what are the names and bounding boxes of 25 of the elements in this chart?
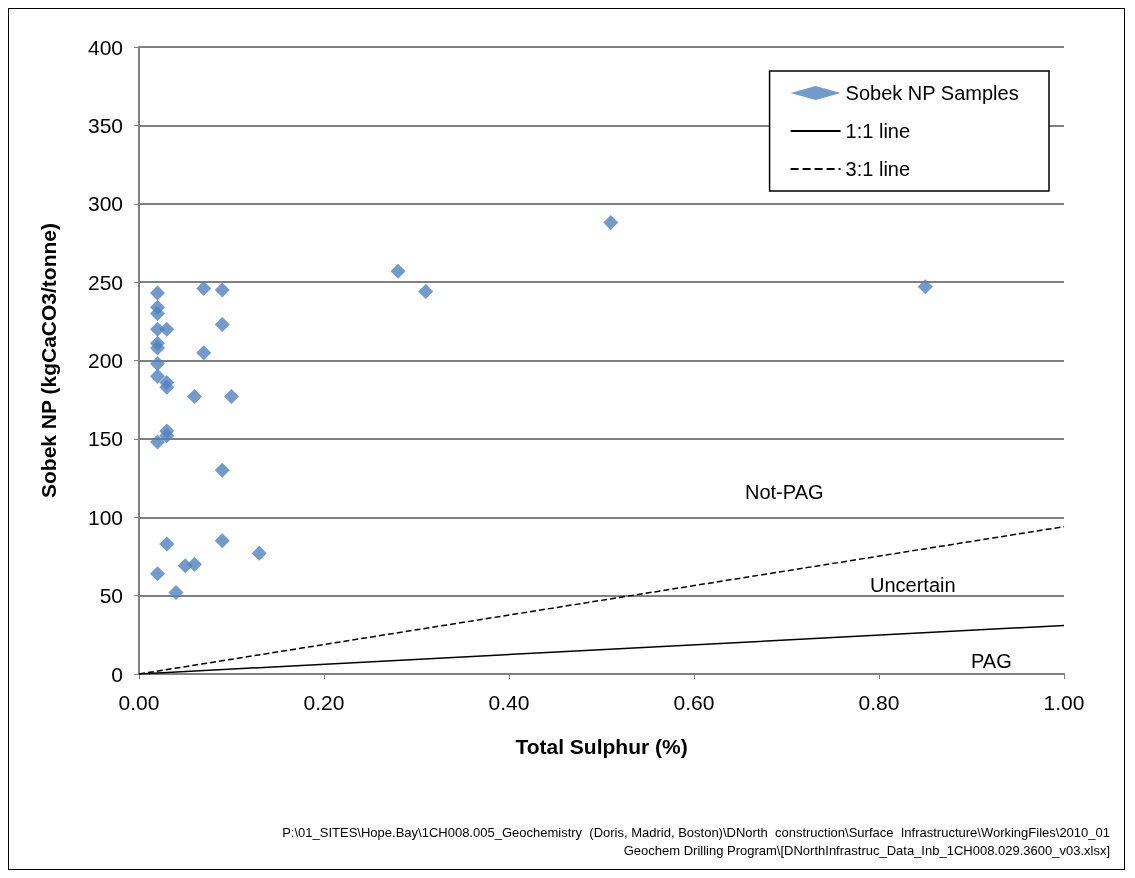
legend-label: 3:1 line (845, 158, 911, 180)
text: P:\01_SITES\Hope.Bay\1CH008.005_Geochemistry (Doris, Madrid, Boston)\DNorth construction\Surface Infrastructure\WorkingFiles\2010_01 (282, 825, 1111, 840)
annotation: PAG (971, 650, 1012, 672)
x-tick-label: 0.80 (858, 691, 900, 714)
x-axis-title: Total Sulphur (%) (515, 735, 688, 758)
legend-label: Sobek NP Samples (845, 82, 1019, 104)
y-axis-title: Sobek NP (kgCaCO3/tonne) (37, 223, 60, 498)
annotation: Not-PAG (745, 481, 824, 503)
y-tick-label: 50 (99, 584, 123, 608)
x-tick-label: 0.20 (303, 691, 345, 714)
y-tick-label: 350 (87, 113, 123, 137)
y-tick-label: 250 (87, 270, 123, 294)
y-tick-label: 200 (87, 349, 123, 372)
y-tick-label: 0 (111, 662, 123, 686)
y-tick-label: 150 (87, 427, 123, 451)
y-tick-label: 100 (87, 505, 123, 529)
text: Geochem Drilling Program\[DNorthInfrastruc_Data_Inb_1CH008.029.3600_v03.xlsx] (623, 843, 1111, 858)
x-tick-label: 0.60 (673, 691, 715, 714)
y-tick-label: 400 (87, 35, 123, 59)
y-tick-label: 300 (87, 192, 123, 216)
legend-label: 1:1 line (845, 120, 911, 142)
x-tick-label: 0.40 (488, 691, 530, 714)
x-tick-label: 0.00 (118, 691, 160, 714)
annotation: Uncertain (870, 574, 956, 596)
x-tick-label: 1.00 (1043, 691, 1085, 714)
